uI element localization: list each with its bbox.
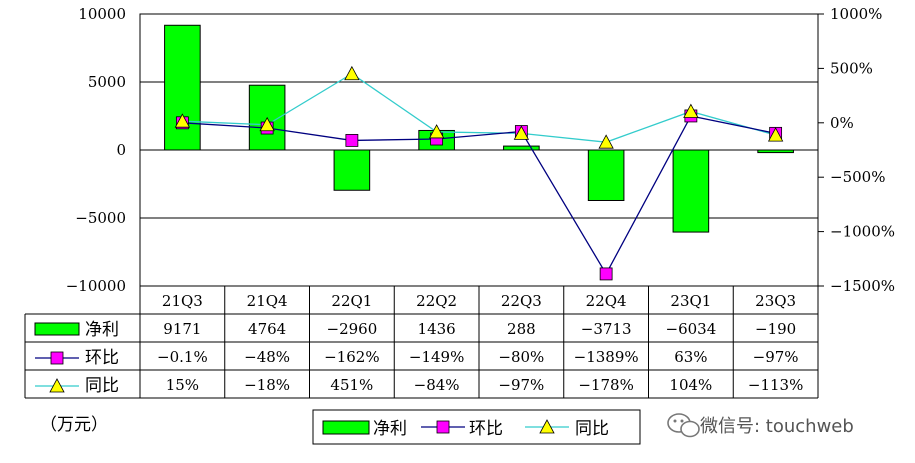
left-tick-label: −5000 [75,209,126,227]
category-label: 22Q3 [501,292,542,310]
data-label: −6034 [666,320,717,338]
row-label: 同比 [85,376,119,396]
gridlines [140,13,818,287]
data-table: 21Q3 21Q4 22Q1 22Q2 22Q3 22Q4 23Q1 23Q3 9171 4764… [24,285,819,399]
watermark-text: 微信号: touchweb [700,416,854,437]
bar [672,149,710,233]
point-yoy [598,134,614,149]
series-line-yoy [182,72,776,143]
data-label: 4764 [248,320,286,338]
point-yoy [174,113,191,128]
legend-item: 净利 [373,419,407,439]
data-label: −162% [324,348,379,366]
point-qoq [345,134,359,147]
category-label: 22Q1 [331,292,372,310]
category-label: 23Q3 [755,292,796,310]
right-tick-label: −1500% [830,277,895,295]
data-label: 63% [674,348,707,366]
legend-key-marker [436,420,450,434]
bar [587,149,625,201]
right-tick-label: 1000% [830,5,882,23]
data-label: −149% [409,348,464,366]
data-label: −190 [755,320,796,338]
data-label: 15% [166,376,199,394]
legend: 净利 环比 同比 [312,409,641,445]
point-yoy [513,125,530,140]
category-label: 21Q4 [247,292,288,310]
data-label: −97% [498,376,544,394]
point-qoq [599,267,613,281]
series-lines [182,72,776,276]
point-yoy [767,127,784,142]
data-label: −1389% [574,348,639,366]
point-yoy [344,65,360,81]
category-label: 23Q1 [670,292,711,310]
right-tick-label: −500% [830,168,885,186]
bar [333,149,371,191]
series-line-qoq [182,115,776,276]
legend-key-bar [322,420,370,435]
right-tick-label: 0% [830,114,854,132]
data-label: 288 [507,320,536,338]
category-label: 22Q2 [416,292,457,310]
data-label: −2960 [327,320,378,338]
bars [164,24,794,233]
legend-key-marker [539,419,555,434]
data-label: −0.1% [157,348,208,366]
watermark: 微信号: touchweb [667,413,854,438]
bar [757,149,794,154]
data-label: 1436 [418,320,456,338]
right-tick-label: −1000% [830,223,895,241]
left-tick-label: −10000 [66,277,126,295]
data-label: −80% [498,348,544,366]
data-label: 9171 [163,320,201,338]
axes: 10000 5000 0 −5000 −10000 1000% 500% 0% −500% −10… [66,5,895,295]
data-label: −48% [244,348,290,366]
data-label: −97% [753,348,799,366]
category-label: 21Q3 [162,292,203,310]
data-label: 104% [669,376,712,394]
point-yoy [683,103,699,118]
series-markers [174,65,784,281]
data-label: −178% [578,376,633,394]
row-key-marker [49,378,65,393]
data-label: −3713 [581,320,632,338]
point-yoy [428,124,445,139]
wechat-icon [667,413,700,438]
row-key-bar [34,322,80,336]
left-tick-label: 10000 [78,5,126,23]
point-yoy [259,116,275,132]
bar [164,24,201,151]
right-tick-label: 500% [830,59,873,77]
unit-label: （万元） [40,415,108,435]
legend-item: 环比 [469,419,503,439]
left-tick-label: 0 [116,141,126,159]
data-label: −113% [748,376,803,394]
bar [503,145,540,151]
row-label: 净利 [85,320,119,340]
left-tick-label: 5000 [88,73,126,91]
data-label: −84% [414,376,460,394]
row-key-marker [50,351,64,365]
data-label: 451% [330,376,373,394]
legend-item: 同比 [575,419,609,439]
row-label: 环比 [85,348,119,368]
category-label: 22Q4 [586,292,627,310]
data-label: −18% [244,376,290,394]
